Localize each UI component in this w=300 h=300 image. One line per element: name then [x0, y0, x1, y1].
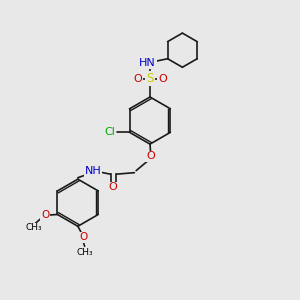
- Text: CH₃: CH₃: [76, 248, 93, 257]
- Text: S: S: [146, 72, 154, 85]
- Text: O: O: [133, 74, 142, 84]
- Text: Cl: Cl: [105, 127, 116, 137]
- Text: O: O: [79, 232, 87, 242]
- Text: O: O: [146, 152, 155, 161]
- Text: O: O: [109, 182, 118, 192]
- Text: O: O: [41, 210, 49, 220]
- Text: HN: HN: [139, 58, 156, 68]
- Text: O: O: [158, 74, 167, 84]
- Text: NH: NH: [85, 167, 101, 176]
- Text: CH₃: CH₃: [25, 223, 42, 232]
